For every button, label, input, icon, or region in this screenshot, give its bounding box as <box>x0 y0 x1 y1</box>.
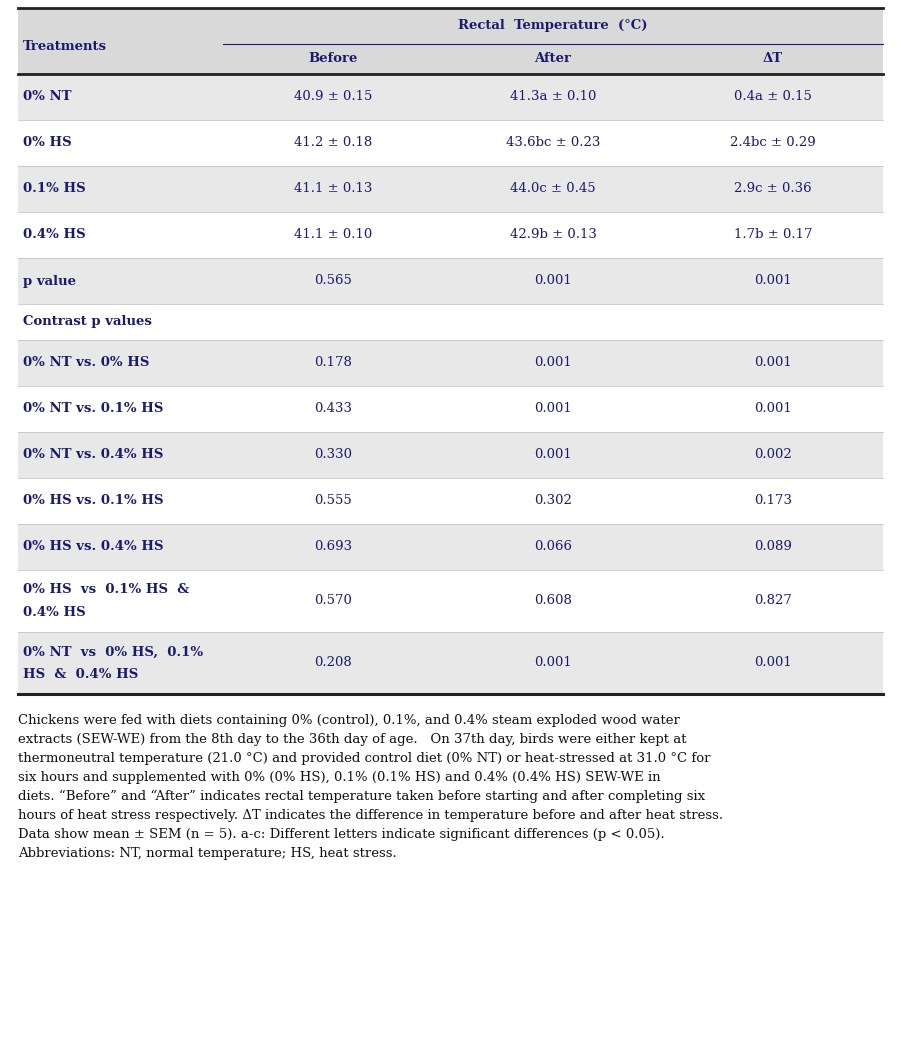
Text: 0% NT vs. 0.1% HS: 0% NT vs. 0.1% HS <box>23 403 163 415</box>
Text: Contrast p values: Contrast p values <box>23 315 152 329</box>
Text: 1.7b ± 0.17: 1.7b ± 0.17 <box>733 229 812 242</box>
Text: hours of heat stress respectively. ΔT indicates the difference in temperature be: hours of heat stress respectively. ΔT in… <box>18 809 724 822</box>
Text: 0.002: 0.002 <box>754 449 792 461</box>
Text: 0.001: 0.001 <box>754 657 792 669</box>
Text: 0.4% HS: 0.4% HS <box>23 229 86 242</box>
Text: 0.570: 0.570 <box>314 594 352 608</box>
Bar <box>18 74 883 120</box>
Text: 0.001: 0.001 <box>534 449 572 461</box>
Text: 0% HS vs. 0.4% HS: 0% HS vs. 0.4% HS <box>23 540 163 554</box>
Text: 0.827: 0.827 <box>754 594 792 608</box>
Bar <box>18 478 883 524</box>
Text: ΔT: ΔT <box>763 52 783 66</box>
Text: 2.4bc ± 0.29: 2.4bc ± 0.29 <box>730 136 816 150</box>
Text: 0% NT vs. 0.4% HS: 0% NT vs. 0.4% HS <box>23 449 163 461</box>
Text: thermoneutral temperature (21.0 °C) and provided control diet (0% NT) or heat-st: thermoneutral temperature (21.0 °C) and … <box>18 752 711 765</box>
Text: extracts (SEW-WE) from the 8th day to the 36th day of age.   On 37th day, birds : extracts (SEW-WE) from the 8th day to th… <box>18 733 687 746</box>
Text: 41.1 ± 0.13: 41.1 ± 0.13 <box>294 182 372 196</box>
Text: Rectal  Temperature  (°C): Rectal Temperature (°C) <box>459 20 648 32</box>
Text: 0.001: 0.001 <box>534 356 572 370</box>
Text: 0% HS vs. 0.1% HS: 0% HS vs. 0.1% HS <box>23 494 163 508</box>
Text: 0.001: 0.001 <box>534 275 572 287</box>
Text: 41.2 ± 0.18: 41.2 ± 0.18 <box>294 136 372 150</box>
Text: Treatments: Treatments <box>23 41 107 53</box>
Bar <box>18 304 883 340</box>
Text: 40.9 ± 0.15: 40.9 ± 0.15 <box>294 91 372 103</box>
Bar <box>18 386 883 432</box>
Text: 2.9c ± 0.36: 2.9c ± 0.36 <box>734 182 812 196</box>
Text: 0% NT vs. 0% HS: 0% NT vs. 0% HS <box>23 356 150 370</box>
Text: 41.3a ± 0.10: 41.3a ± 0.10 <box>510 91 596 103</box>
Text: 0% HS: 0% HS <box>23 136 71 150</box>
Text: 0.178: 0.178 <box>314 356 352 370</box>
Bar <box>18 570 883 632</box>
Text: 0.001: 0.001 <box>754 356 792 370</box>
Text: six hours and supplemented with 0% (0% HS), 0.1% (0.1% HS) and 0.4% (0.4% HS) SE: six hours and supplemented with 0% (0% H… <box>18 771 660 784</box>
Text: 0.693: 0.693 <box>314 540 352 554</box>
Text: diets. “Before” and “After” indicates rectal temperature taken before starting a: diets. “Before” and “After” indicates re… <box>18 790 705 804</box>
Text: Before: Before <box>308 52 358 66</box>
Text: 0.001: 0.001 <box>534 403 572 415</box>
Bar <box>18 212 883 258</box>
Text: 41.1 ± 0.10: 41.1 ± 0.10 <box>294 229 372 242</box>
Text: 42.9b ± 0.13: 42.9b ± 0.13 <box>510 229 596 242</box>
Text: 0.001: 0.001 <box>754 275 792 287</box>
Text: 0.173: 0.173 <box>754 494 792 508</box>
Text: 44.0c ± 0.45: 44.0c ± 0.45 <box>510 182 596 196</box>
Text: 0.089: 0.089 <box>754 540 792 554</box>
Bar <box>18 340 883 386</box>
Text: 0.302: 0.302 <box>534 494 572 508</box>
Bar <box>18 432 883 478</box>
Text: 0% NT: 0% NT <box>23 91 71 103</box>
Text: 0% HS  vs  0.1% HS  &: 0% HS vs 0.1% HS & <box>23 583 189 596</box>
Text: 0.4a ± 0.15: 0.4a ± 0.15 <box>734 91 812 103</box>
Text: 43.6bc ± 0.23: 43.6bc ± 0.23 <box>505 136 600 150</box>
Text: 0.208: 0.208 <box>314 657 352 669</box>
Text: 0.001: 0.001 <box>754 403 792 415</box>
Text: Chickens were fed with diets containing 0% (control), 0.1%, and 0.4% steam explo: Chickens were fed with diets containing … <box>18 714 680 727</box>
Bar <box>18 8 883 74</box>
Text: Abbreviations: NT, normal temperature; HS, heat stress.: Abbreviations: NT, normal temperature; H… <box>18 847 396 860</box>
Text: 0% NT  vs  0% HS,  0.1%: 0% NT vs 0% HS, 0.1% <box>23 645 203 658</box>
Text: 0.608: 0.608 <box>534 594 572 608</box>
Text: Data show mean ± SEM (n = 5). a-c: Different letters indicate significant differ: Data show mean ± SEM (n = 5). a-c: Diffe… <box>18 828 665 841</box>
Bar <box>18 632 883 694</box>
Bar <box>18 524 883 570</box>
Text: After: After <box>534 52 571 66</box>
Text: 0.433: 0.433 <box>314 403 352 415</box>
Text: 0.330: 0.330 <box>314 449 352 461</box>
Bar <box>18 120 883 166</box>
Text: 0.555: 0.555 <box>314 494 352 508</box>
Text: HS  &  0.4% HS: HS & 0.4% HS <box>23 667 138 681</box>
Text: 0.4% HS: 0.4% HS <box>23 606 86 618</box>
Text: 0.565: 0.565 <box>314 275 352 287</box>
Text: 0.1% HS: 0.1% HS <box>23 182 86 196</box>
Text: p value: p value <box>23 275 76 287</box>
Text: 0.066: 0.066 <box>534 540 572 554</box>
Bar <box>18 258 883 304</box>
Bar <box>18 166 883 212</box>
Text: 0.001: 0.001 <box>534 657 572 669</box>
